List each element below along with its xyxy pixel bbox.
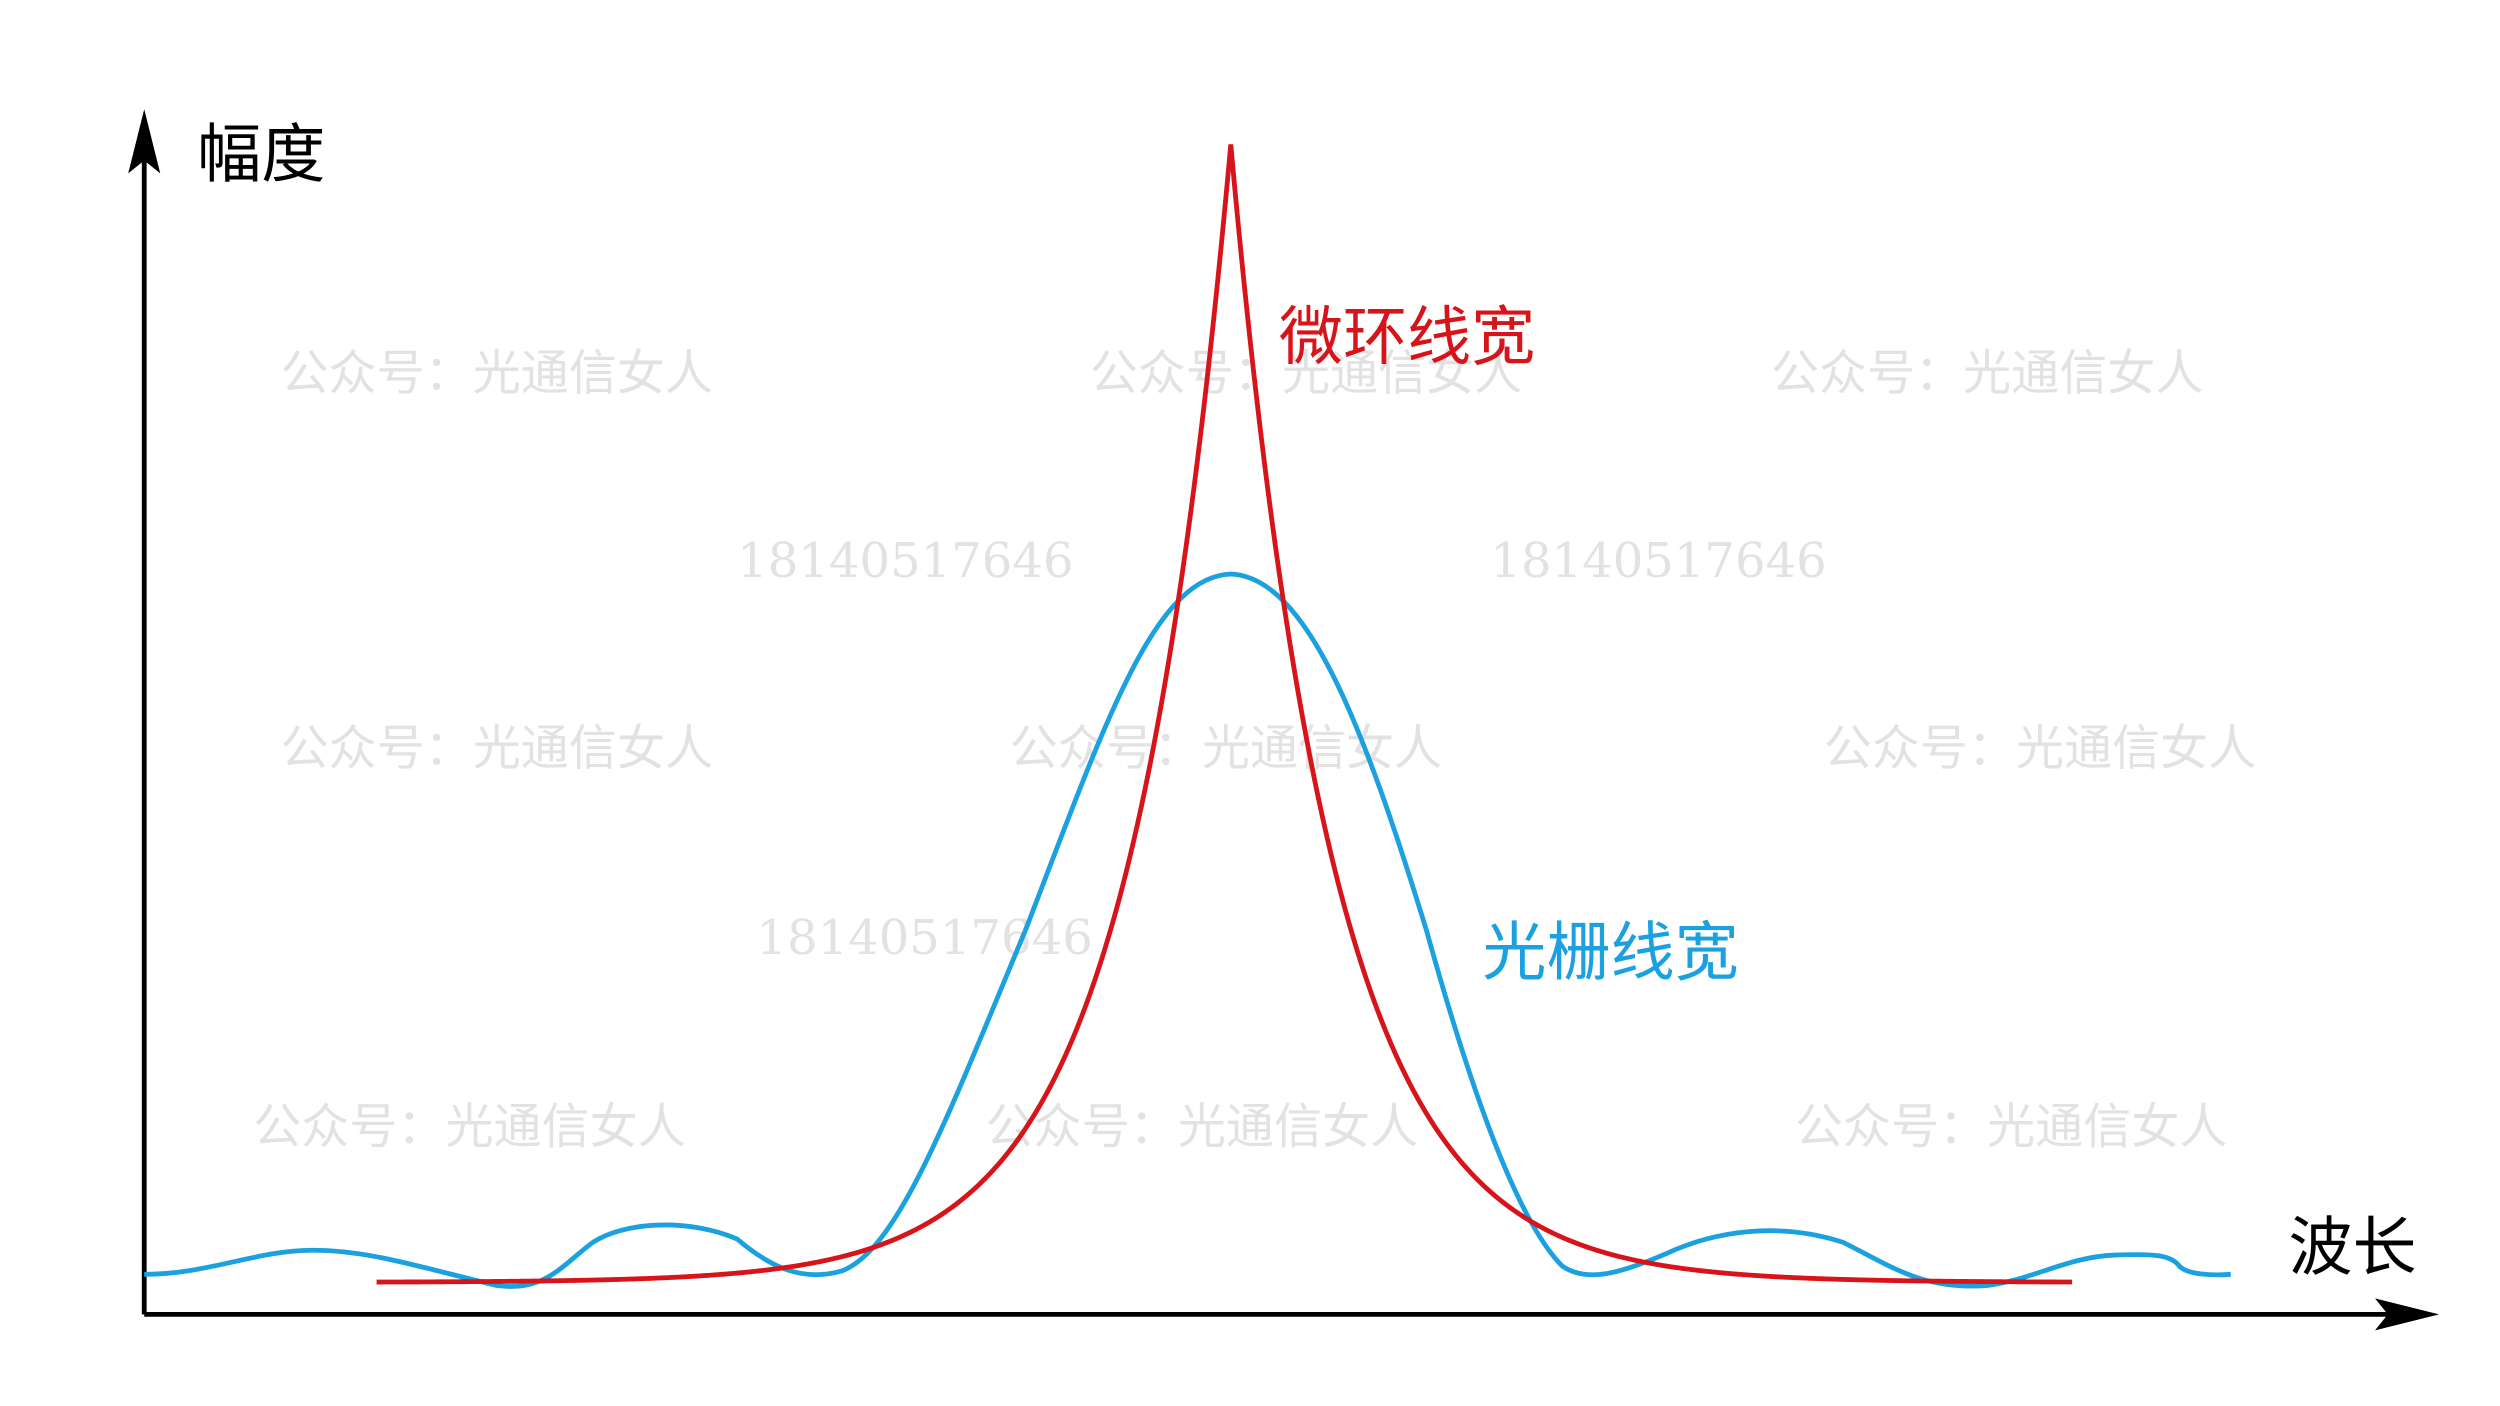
microring-curve xyxy=(376,144,2073,1285)
watermark: 公众号：光通信女人 xyxy=(1824,721,2257,777)
watermark: 公众号：光通信女人 xyxy=(253,1099,686,1155)
watermark: 公众号：光通信女人 xyxy=(1795,1099,2228,1155)
watermark: 公众号：光通信女人 xyxy=(280,346,713,402)
x-arrow xyxy=(2375,1298,2440,1331)
microring-label: 微环线宽 xyxy=(1279,301,1535,375)
watermark: 公众号：光通信女人 xyxy=(1090,346,1523,402)
watermark: 公众号：光通信女人 xyxy=(1771,346,2204,402)
y-arrow xyxy=(128,109,161,174)
watermark: 18140517646 xyxy=(737,533,1073,589)
x-axis-label: 波长 xyxy=(2288,1212,2416,1286)
y-axis-label: 幅度 xyxy=(197,119,325,193)
watermark: 公众号：光通信女人 xyxy=(280,721,713,777)
watermark: 公众号：光通信女人 xyxy=(1010,721,1443,777)
grating-label: 光栅线宽 xyxy=(1482,917,1738,991)
watermark-layer: 公众号：光通信女人 公众号：光通信女人 公众号：光通信女人 公众号：光通信女人 … xyxy=(253,346,2256,1155)
watermark: 18140517646 xyxy=(756,910,1092,966)
axes xyxy=(141,144,2404,1317)
watermark: 18140517646 xyxy=(1490,533,1826,589)
watermark: 公众号：光通信女人 xyxy=(986,1099,1419,1155)
grating-curve xyxy=(144,571,2231,1289)
